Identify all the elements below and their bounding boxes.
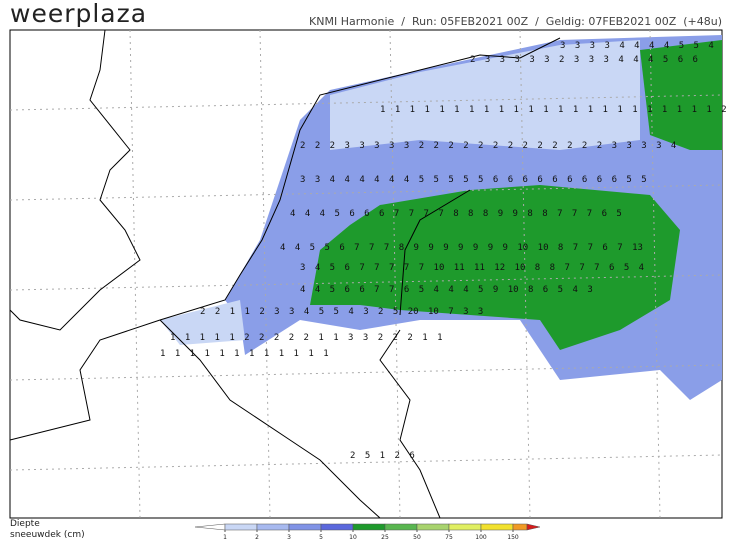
legend-segment: [512, 523, 528, 531]
legend-segment: [224, 523, 258, 531]
value-row: 2 3 3 3 3 3 2 3 3 3 4 4 4 5 6 6: [470, 55, 698, 65]
legend-segment: [448, 523, 482, 531]
value-row: 3 3 3 3 4 4 4 4 5 5 4: [560, 41, 714, 51]
logo: weerplaza: [10, 0, 147, 28]
legend-segment: [352, 523, 386, 531]
legend-label: 2: [255, 534, 259, 541]
legend-label: 150: [507, 534, 519, 541]
snow-depth-values: 3 3 3 3 4 4 4 4 5 5 4 2 3 3 3 3 3 2 3 3 3…: [160, 41, 732, 461]
legend-label: 3: [287, 534, 291, 541]
legend-segment: [384, 523, 418, 531]
value-row: 3 4 5 6 7 7 7 7 7 10 11 11 12 10 8 8 7 7…: [300, 263, 644, 273]
coastlines: [9, 29, 561, 519]
legend-label: 25: [381, 534, 389, 541]
legend-arrow-low: [194, 523, 226, 531]
map: [9, 29, 723, 519]
snow-region-belgium: [160, 300, 245, 345]
value-row: 1 1 1 1 1 2 2 2 2 2 1 1 3 3 2 2 2 1 1: [170, 333, 442, 343]
value-row: 4 4 5 5 6 7 7 7 8 9 9 9 9 9 9 9 10 10 8 …: [280, 243, 643, 253]
value-row: 1 1 1 1 1 1 1 1 1 1 1 1: [160, 349, 329, 359]
legend-title: Diepte: [10, 519, 40, 529]
legend-arrow-high: [526, 523, 541, 531]
legend-unit: sneeuwdek (cm): [10, 530, 85, 540]
snow-region-green-ne: [640, 40, 722, 150]
legend-label: 100: [475, 534, 487, 541]
value-row: 3 3 4 4 4 4 4 4 5 5 5 5 5 6 6 6 6 6 6 6 …: [300, 175, 647, 185]
header-info: KNMI Harmonie / Run: 05FEB2021 00Z / Gel…: [309, 15, 722, 28]
value-row: 4 4 5 6 6 7 7 6 5 4 4 4 5 9 10 8 6 5 4 3: [300, 285, 593, 295]
snow-region-light: [330, 40, 640, 150]
legend: 1 2 3 5 10 25 50 75 100 150: [194, 523, 541, 541]
value-row: 2 5 1 2 6: [350, 451, 415, 461]
legend-segment: [480, 523, 514, 531]
legend-segment: [320, 523, 354, 531]
value-row: 2 2 2 3 3 3 3 3 2 2 2 2 2 2 2 2 2 2 2 2 …: [300, 141, 676, 151]
legend-segment: [256, 523, 290, 531]
legend-segment: [288, 523, 322, 531]
snow-region-green: [310, 185, 680, 350]
value-row: 4 4 4 5 6 6 6 7 7 7 7 8 8 8 9 9 8 8 7 7 …: [290, 209, 622, 219]
legend-label: 50: [413, 534, 421, 541]
legend-label: 10: [349, 534, 357, 541]
legend-label: 1: [223, 534, 227, 541]
value-row: 1 1 1 1 1 1 1 1 1 1 1 1 1 1 1 1 1 1 1 1 …: [380, 105, 732, 115]
value-row: 2 2 1 1 2 3 3 4 5 5 4 3 2 5 20 10 7 3 3: [200, 307, 483, 317]
legend-segment: [416, 523, 450, 531]
legend-label: 75: [445, 534, 453, 541]
legend-label: 5: [319, 534, 323, 541]
